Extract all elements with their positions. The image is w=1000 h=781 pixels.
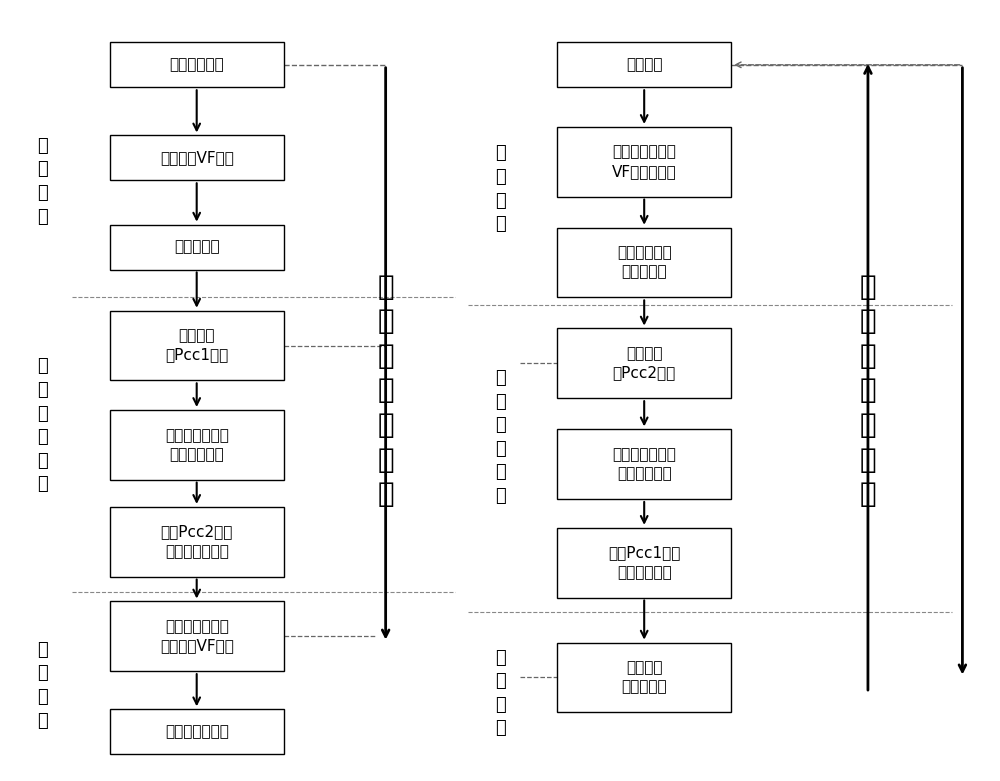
Bar xyxy=(110,42,284,87)
Text: 岸电电源VF启动: 岸电电源VF启动 xyxy=(160,151,234,166)
Text: 同期并网
合Pcc2开关: 同期并网 合Pcc2开关 xyxy=(613,346,676,380)
Text: 断开Pcc1开关
切除岸电电源: 断开Pcc1开关 切除岸电电源 xyxy=(608,546,680,580)
Bar xyxy=(557,643,731,712)
Text: 断开Pcc2开关
切除柴油发电机: 断开Pcc2开关 切除柴油发电机 xyxy=(161,525,233,559)
Bar xyxy=(110,410,284,480)
Bar xyxy=(557,227,731,298)
Bar xyxy=(110,601,284,671)
Text: 功
率
平
稳
转
移: 功 率 平 稳 转 移 xyxy=(37,358,48,494)
Text: 岸电电源二次调
节，功率转移: 岸电电源二次调 节，功率转移 xyxy=(612,447,676,481)
Bar xyxy=(557,42,731,87)
Text: 功
率
平
稳
转
移: 功 率 平 稳 转 移 xyxy=(495,369,505,505)
Text: 船侧柴发
给船舶供电: 船侧柴发 给船舶供电 xyxy=(621,660,667,694)
Text: 转下垂控制: 转下垂控制 xyxy=(174,240,220,255)
Text: 同期并网
合Pcc1开关: 同期并网 合Pcc1开关 xyxy=(165,329,228,362)
Text: 船
电
供
电: 船 电 供 电 xyxy=(37,137,48,226)
Text: 岸电给船舶供电: 岸电给船舶供电 xyxy=(165,724,229,739)
Text: 岸电电源二次调
节，功率转移: 岸电电源二次调 节，功率转移 xyxy=(165,428,229,462)
Bar xyxy=(557,127,731,197)
Text: 岸
电
供
电: 岸 电 供 电 xyxy=(37,640,48,729)
Text: 岸电供电: 岸电供电 xyxy=(626,57,662,73)
Bar xyxy=(110,135,284,180)
Bar xyxy=(110,311,284,380)
Text: 船
电
供
电: 船 电 供 电 xyxy=(495,648,505,737)
Bar xyxy=(110,507,284,576)
Text: 检测船电电制: 检测船电电制 xyxy=(169,57,224,73)
Bar xyxy=(557,528,731,597)
Text: 岸
电
供
电: 岸 电 供 电 xyxy=(495,144,505,234)
Text: 岸
电
切
换
到
船
电: 岸 电 切 换 到 船 电 xyxy=(860,273,876,508)
Bar xyxy=(557,329,731,398)
Text: 船
电
切
换
到
岸
电: 船 电 切 换 到 岸 电 xyxy=(377,273,394,508)
Text: 调节柴发电压
幅值和频率: 调节柴发电压 幅值和频率 xyxy=(617,245,672,280)
Text: 岸电电源由下垂
转到传统VF控制: 岸电电源由下垂 转到传统VF控制 xyxy=(160,619,234,654)
Bar xyxy=(110,709,284,754)
Text: 岸电电源由传统
VF转下垂模式: 岸电电源由传统 VF转下垂模式 xyxy=(612,144,677,179)
Bar xyxy=(110,225,284,269)
Bar xyxy=(557,430,731,499)
